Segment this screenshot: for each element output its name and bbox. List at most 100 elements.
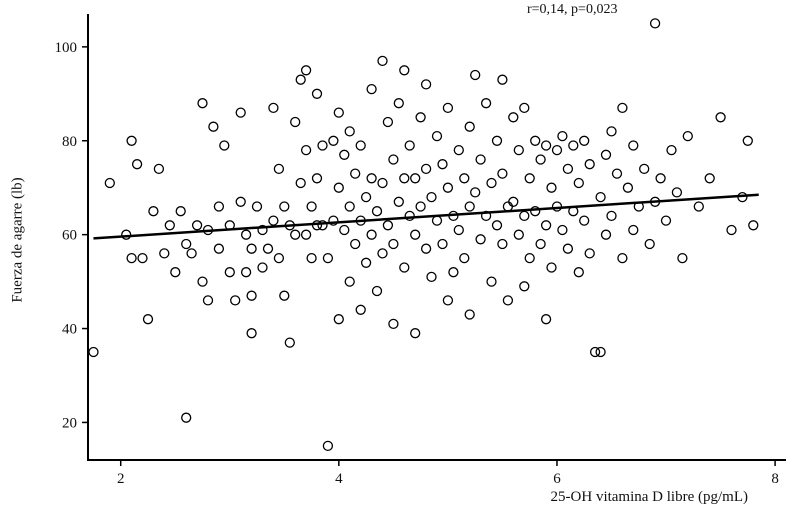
scatter-point bbox=[290, 116, 301, 128]
scatter-point bbox=[142, 314, 154, 325]
scatter-point bbox=[279, 201, 290, 212]
scatter-point bbox=[562, 163, 574, 175]
scatter-point bbox=[573, 177, 584, 189]
scatter-point bbox=[742, 135, 753, 146]
scatter-point bbox=[600, 229, 612, 240]
x-tick-label: 4 bbox=[335, 471, 343, 487]
scatter-point bbox=[366, 83, 377, 95]
correlation-annotation: r=0,14, p=0,023 bbox=[527, 2, 618, 17]
scatter-point bbox=[328, 135, 339, 146]
scatter-point bbox=[513, 144, 524, 156]
scatter-point bbox=[393, 98, 404, 109]
scatter-point bbox=[442, 102, 454, 114]
scatter-point bbox=[475, 154, 486, 165]
scatter-point bbox=[437, 238, 448, 250]
scatter-point bbox=[442, 182, 454, 193]
scatter-point bbox=[240, 267, 252, 278]
scatter-point bbox=[420, 163, 432, 175]
scatter-point bbox=[350, 168, 361, 179]
scatter-point bbox=[213, 243, 225, 254]
scatter-point bbox=[246, 243, 257, 254]
scatter-point bbox=[470, 187, 481, 198]
x-tick-label: 6 bbox=[553, 471, 561, 487]
scatter-point bbox=[388, 318, 399, 330]
scatter-point bbox=[660, 215, 672, 226]
scatter-point bbox=[671, 187, 683, 198]
scatter-point bbox=[595, 191, 606, 203]
scatter-point bbox=[639, 163, 650, 175]
y-tick-label: 100 bbox=[55, 40, 78, 56]
scatter-point bbox=[251, 201, 263, 212]
scatter-point bbox=[333, 182, 344, 193]
scatter-point bbox=[306, 201, 317, 212]
scatter-point bbox=[404, 140, 415, 151]
scatter-point bbox=[497, 238, 508, 250]
scatter-point bbox=[257, 262, 268, 273]
scatter-point bbox=[371, 206, 383, 217]
scatter-point bbox=[377, 248, 388, 259]
scatter-point bbox=[137, 252, 148, 264]
scatter-point bbox=[606, 210, 617, 222]
scatter-point bbox=[350, 238, 361, 250]
scatter-point bbox=[273, 252, 285, 264]
scatter-point bbox=[508, 112, 519, 123]
scatter-point bbox=[600, 149, 612, 160]
scatter-point bbox=[186, 248, 197, 259]
scatter-point bbox=[121, 229, 132, 240]
scatter-point bbox=[426, 191, 437, 203]
scatter-point bbox=[317, 220, 328, 231]
scatter-point bbox=[355, 140, 366, 151]
scatter-point bbox=[584, 248, 595, 259]
scatter-point bbox=[240, 229, 252, 240]
scatter-point bbox=[164, 220, 175, 231]
x-axis-label: 25-OH vitamina D libre (pg/mL) bbox=[550, 489, 748, 505]
scatter-point bbox=[530, 206, 541, 217]
scatter-point bbox=[126, 135, 137, 146]
scatter-point bbox=[459, 173, 470, 184]
scatter-point bbox=[508, 196, 519, 207]
scatter-point bbox=[666, 144, 677, 156]
scatter-point bbox=[404, 210, 415, 222]
scatter-point bbox=[262, 243, 274, 254]
scatter-point bbox=[540, 314, 552, 325]
scatter-point bbox=[328, 215, 339, 226]
scatter-point bbox=[502, 201, 514, 212]
scatter-point bbox=[540, 220, 552, 231]
scatter-point bbox=[410, 328, 421, 339]
scatter-point bbox=[273, 163, 285, 175]
scatter-point bbox=[579, 135, 590, 146]
scatter-point bbox=[519, 281, 530, 292]
scatter-point bbox=[339, 224, 350, 236]
scatter-point bbox=[153, 163, 165, 175]
scatter-point bbox=[704, 173, 715, 184]
scatter-point bbox=[322, 440, 334, 452]
scatter-point bbox=[628, 140, 639, 151]
scatter-point bbox=[279, 290, 290, 301]
scatter-point bbox=[170, 267, 181, 278]
scatter-point bbox=[715, 112, 726, 123]
scatter-point bbox=[355, 304, 366, 315]
scatter-point bbox=[513, 229, 524, 240]
scatter-point bbox=[540, 140, 552, 151]
scatter-point bbox=[366, 173, 377, 184]
y-axis-label: Fuerza de agarre (lb) bbox=[9, 177, 26, 303]
scatter-point bbox=[682, 130, 693, 142]
scatter-point bbox=[300, 65, 312, 76]
scatter-point bbox=[410, 229, 421, 240]
scatter-point bbox=[557, 224, 568, 236]
scatter-point bbox=[535, 154, 546, 165]
scatter-point bbox=[360, 191, 372, 203]
scatter-point bbox=[366, 229, 377, 240]
scatter-point bbox=[399, 173, 410, 184]
y-tick-label: 40 bbox=[62, 322, 77, 338]
scatter-point bbox=[628, 224, 639, 236]
scatter-point bbox=[415, 112, 426, 123]
scatter-point bbox=[235, 107, 246, 118]
scatter-point bbox=[284, 337, 295, 348]
scatter-point bbox=[579, 215, 590, 226]
regression-line bbox=[93, 193, 759, 240]
scatter-point bbox=[606, 126, 617, 137]
scatter-point bbox=[339, 149, 350, 160]
scatter-point bbox=[246, 290, 257, 301]
